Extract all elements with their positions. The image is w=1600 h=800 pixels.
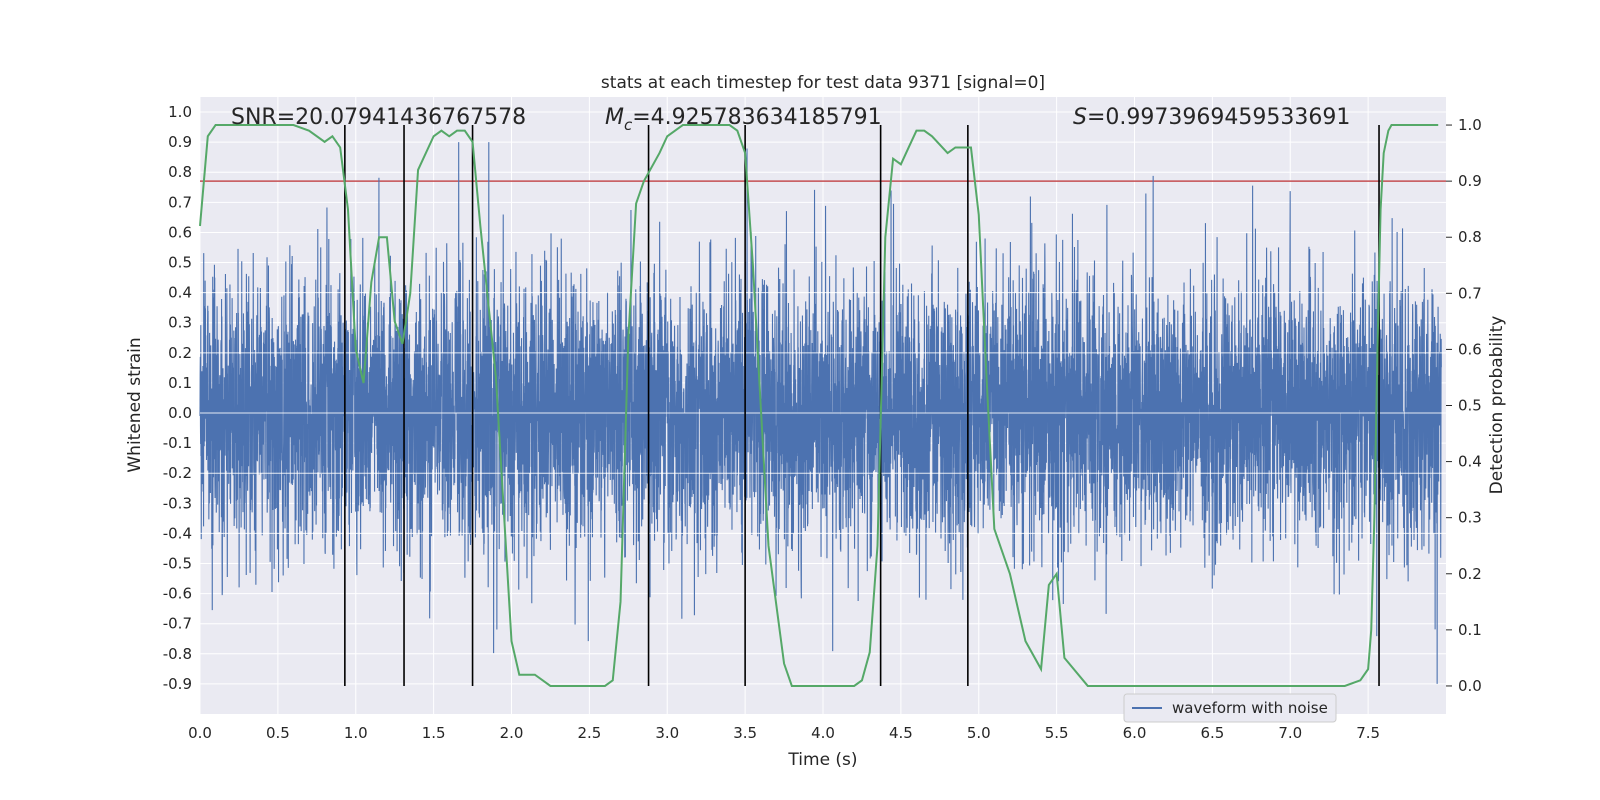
left-y-tick-label: -0.6 — [163, 585, 192, 603]
left-y-tick-label: 0.0 — [168, 404, 192, 422]
x-tick-label: 7.0 — [1278, 724, 1302, 742]
right-y-tick-label: 0.2 — [1458, 565, 1482, 583]
x-tick-label: 5.5 — [1045, 724, 1069, 742]
x-axis-label: Time (s) — [787, 750, 857, 770]
x-tick-label: 3.5 — [733, 724, 757, 742]
legend-box — [1123, 693, 1337, 723]
x-tick-label: 3.0 — [655, 724, 679, 742]
legend-label: waveform with noise — [1172, 699, 1328, 717]
x-tick-label: 6.0 — [1123, 724, 1147, 742]
right-y-axis-label: Detection probability — [1487, 316, 1507, 495]
left-y-tick-label: -0.7 — [163, 615, 192, 633]
snr-annotation: SNR=20.07941436767578 — [231, 105, 526, 130]
chart-title: stats at each timestep for test data 937… — [601, 73, 1045, 93]
detection-probability-series — [199, 124, 1439, 687]
chirp-mass-subscript: c — [624, 116, 633, 134]
left-y-tick-label: 0.2 — [168, 344, 192, 362]
left-y-tick-label: 0.9 — [168, 133, 192, 151]
left-y-tick-label: 0.8 — [168, 163, 192, 181]
s-symbol: S — [1073, 105, 1087, 130]
s-annotation: S=0.9973969459533691 — [1073, 105, 1350, 130]
left-y-tick-label: -0.4 — [163, 524, 192, 542]
x-tick-label: 2.5 — [577, 724, 601, 742]
x-tick-label: 4.0 — [811, 724, 835, 742]
x-tick-label: 1.0 — [344, 724, 368, 742]
left-y-tick-label: -0.5 — [163, 555, 192, 573]
chirp-mass-annotation: Mc=4.925783634185791 — [605, 105, 882, 134]
left-y-tick-label: -0.3 — [163, 494, 192, 512]
s-value: =0.9973969459533691 — [1087, 105, 1350, 130]
left-y-tick-label: 0.4 — [168, 284, 192, 302]
right-y-tick-label: 0.5 — [1458, 397, 1482, 415]
chirp-mass-value: =4.925783634185791 — [632, 105, 881, 130]
left-y-tick-label: -0.1 — [163, 434, 192, 452]
right-y-tick-label: 0.4 — [1458, 453, 1482, 471]
x-tick-label: 0.0 — [188, 724, 212, 742]
left-y-tick-label: 0.1 — [168, 374, 192, 392]
x-tick-label: 1.5 — [422, 724, 446, 742]
left-y-tick-label: 0.7 — [168, 193, 192, 211]
x-tick-label: 7.5 — [1356, 724, 1380, 742]
x-tick-label: 4.5 — [889, 724, 913, 742]
right-y-tick-label: 0.9 — [1458, 172, 1482, 190]
right-y-tick-label: 1.0 — [1458, 116, 1482, 134]
legend: waveform with noise — [1123, 693, 1337, 723]
left-y-tick-label: 0.5 — [168, 254, 192, 272]
x-tick-label: 2.0 — [500, 724, 524, 742]
left-y-tick-label: -0.9 — [163, 675, 192, 693]
waveform-layer — [199, 142, 1446, 684]
right-y-tick-label: 0.6 — [1458, 340, 1482, 358]
left-y-axis-label: Whitened strain — [125, 337, 145, 472]
right-y-tick-label: 0.8 — [1458, 228, 1482, 246]
right-y-tick-labels: 0.0 0.1 0.2 0.3 0.4 0.5 0.6 0.7 0.8 0.9 1.0 — [1446, 116, 1482, 695]
right-y-tick-label: 0.0 — [1458, 677, 1482, 695]
right-y-tick-label: 0.1 — [1458, 621, 1482, 639]
left-y-tick-label: 0.6 — [168, 223, 192, 241]
x-tick-label: 5.0 — [967, 724, 991, 742]
x-tick-label: 0.5 — [266, 724, 290, 742]
waveform-series — [199, 142, 1442, 684]
probability-layer — [199, 124, 1439, 687]
x-tick-labels: 0.0 0.5 1.0 1.5 2.0 2.5 3.0 3.5 4.0 4.5 5.0 5.5 6.0 6… — [188, 724, 1380, 742]
chirp-mass-symbol: M — [605, 105, 624, 130]
right-y-tick-label: 0.7 — [1458, 284, 1482, 302]
right-y-tick-label: 0.3 — [1458, 509, 1482, 527]
left-y-tick-label: 1.0 — [168, 103, 192, 121]
vertical-lines-layer — [344, 125, 1380, 686]
left-y-tick-labels: -0.9 -0.8 -0.7 -0.6 -0.5 -0.4 -0.3 -0.2 -0.1 0.0 0… — [163, 103, 192, 693]
left-y-tick-label: -0.8 — [163, 645, 192, 663]
left-y-tick-label: 0.3 — [168, 314, 192, 332]
left-y-tick-label: -0.2 — [163, 464, 192, 482]
x-tick-label: 6.5 — [1200, 724, 1224, 742]
